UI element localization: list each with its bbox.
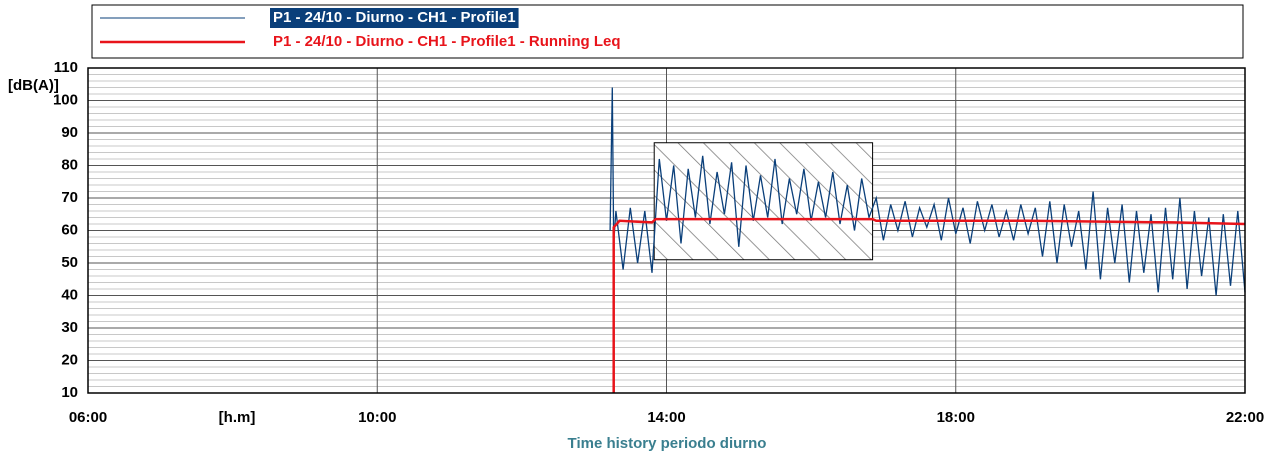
y-tick-label: 60 xyxy=(61,221,78,238)
series-line xyxy=(609,87,1246,296)
legend-label: P1 - 24/10 - Diurno - CH1 - Profile1 - R… xyxy=(273,33,621,50)
y-tick-label: 50 xyxy=(61,254,78,271)
x-axis-label: [h.m] xyxy=(219,409,256,426)
y-axis-label: [dB(A)] xyxy=(8,77,59,94)
y-tick-label: 80 xyxy=(61,156,78,173)
x-tick-label: 10:00 xyxy=(358,409,396,426)
y-tick-label: 40 xyxy=(61,286,78,303)
y-tick-label: 20 xyxy=(61,351,78,368)
x-tick-label: 22:00 xyxy=(1226,409,1264,426)
y-tick-label: 30 xyxy=(61,319,78,336)
masked-region xyxy=(653,142,874,261)
x-tick-label: 06:00 xyxy=(69,409,107,426)
legend-box xyxy=(91,4,1244,59)
chart-title: Time history periodo diurno xyxy=(568,435,767,452)
legend-label: P1 - 24/10 - Diurno - CH1 - Profile1 xyxy=(273,9,516,26)
y-tick-label: 10 xyxy=(61,384,78,401)
y-tick-label: 90 xyxy=(61,124,78,141)
y-tick-label: 70 xyxy=(61,189,78,206)
y-tick-label: 100 xyxy=(53,91,78,108)
legend-highlight xyxy=(270,8,519,28)
series-line xyxy=(612,217,1246,393)
y-tick-label: 110 xyxy=(54,59,78,76)
x-tick-label: 18:00 xyxy=(937,409,975,426)
x-tick-label: 14:00 xyxy=(647,409,685,426)
plot-frame xyxy=(87,67,1246,394)
